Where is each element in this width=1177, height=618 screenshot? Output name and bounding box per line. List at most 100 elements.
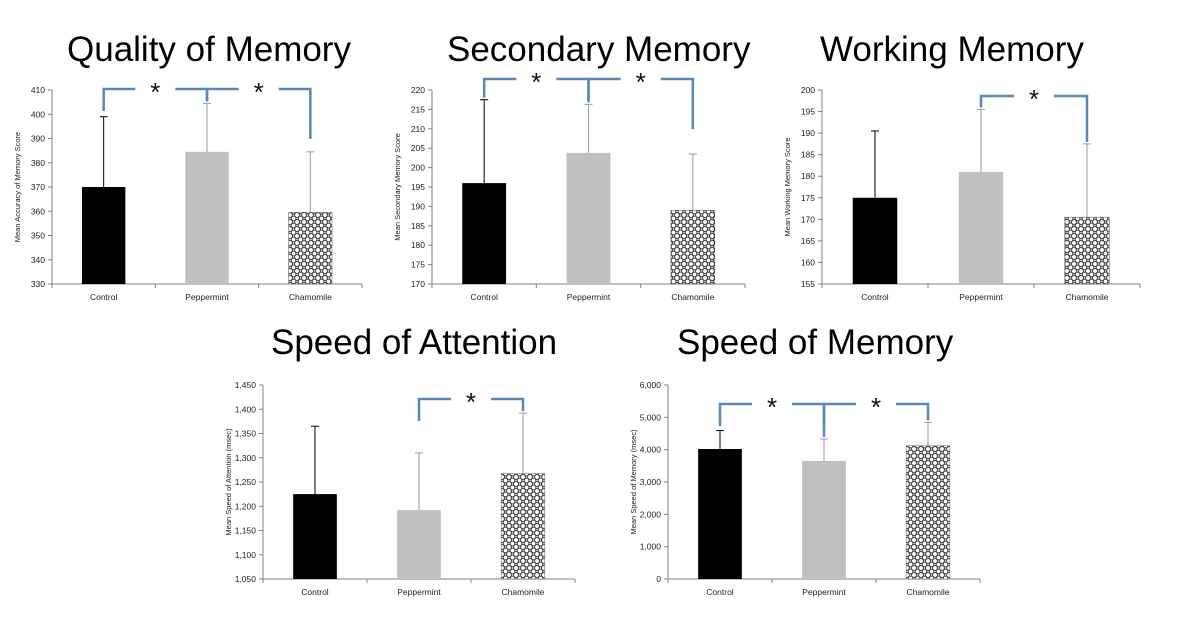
significance-bracket xyxy=(587,77,621,101)
chart-title-working: Working Memory xyxy=(820,30,1084,69)
category-label-control: Control xyxy=(470,292,498,302)
y-tick-label: 210 xyxy=(411,124,425,134)
y-tick-label: 370 xyxy=(31,182,45,192)
category-label-control: Control xyxy=(861,292,889,302)
chart-working: 155 160 165 170 175 180 185 190 195 200 Mean Worki… xyxy=(783,84,1141,302)
bar-peppermint xyxy=(802,460,846,579)
chart-quality: 330 340 350 360 370 380 390 400 410 Mean Accuracy… xyxy=(13,77,363,302)
y-tick-label: 2,000 xyxy=(640,509,662,519)
significance-bracket xyxy=(979,94,1014,108)
chart-title-speedmem: Speed of Memory xyxy=(677,323,954,362)
significance-marker: * xyxy=(871,392,881,422)
category-label-chamomile: Chamomile xyxy=(502,587,545,597)
y-tick-label: 1,050 xyxy=(235,574,257,584)
category-label-peppermint: Peppermint xyxy=(185,292,229,302)
significance-bracket xyxy=(822,402,856,426)
chart-secondary: 170 175 180 185 190 195 200 205 210 215 220 Mean Se… xyxy=(393,67,746,302)
bar-chamomile xyxy=(288,212,333,285)
y-tick-label: 200 xyxy=(411,163,425,173)
y-axis-label: Mean Working Memory Score xyxy=(783,137,792,236)
y-axis-label: Mean Speed of Memory (msec) xyxy=(629,429,638,535)
y-tick-label: 185 xyxy=(411,221,425,231)
category-label-peppermint: Peppermint xyxy=(397,587,441,597)
category-label-control: Control xyxy=(301,587,329,597)
bar-chamomile xyxy=(670,210,715,285)
significance-marker: * xyxy=(531,67,541,97)
significance-bracket xyxy=(660,77,695,129)
bar-chamomile xyxy=(1064,216,1110,285)
y-tick-label: 340 xyxy=(31,255,45,265)
y-tick-label: 165 xyxy=(801,236,815,246)
significance-marker: * xyxy=(466,387,476,417)
y-tick-label: 1,100 xyxy=(235,550,257,560)
category-label-control: Control xyxy=(706,587,734,597)
y-tick-label: 390 xyxy=(31,134,45,144)
bar-control xyxy=(698,449,742,579)
y-axis-label: Mean Secondary Memory Score xyxy=(393,133,402,241)
chart-speedmem: 0 1,000 2,000 3,000 4,000 5,000 6,000 Mean Spee… xyxy=(629,380,981,597)
bar-peppermint xyxy=(397,510,441,579)
chart-attention: 1,050 1,100 1,150 1,200 1,250 1,300 1,350 1,400… xyxy=(224,380,576,597)
y-tick-label: 1,400 xyxy=(235,404,257,414)
category-label-chamomile: Chamomile xyxy=(671,292,714,302)
significance-bracket xyxy=(491,397,525,412)
significance-bracket xyxy=(175,87,209,102)
y-tick-label: 180 xyxy=(801,171,815,181)
chart-title-attention: Speed of Attention xyxy=(271,323,558,362)
y-tick-label: 410 xyxy=(31,85,45,95)
bar-control xyxy=(852,197,898,284)
category-label-chamomile: Chamomile xyxy=(1066,292,1109,302)
y-tick-label: 175 xyxy=(801,193,815,203)
y-tick-label: 1,450 xyxy=(235,380,257,390)
y-tick-label: 380 xyxy=(31,158,45,168)
y-tick-label: 0 xyxy=(656,574,661,584)
significance-bracket xyxy=(482,77,517,98)
y-axis-label: Mean Speed of Attention (msec) xyxy=(224,428,233,536)
y-tick-label: 180 xyxy=(411,240,425,250)
bar-chamomile xyxy=(500,473,546,580)
y-tick-label: 170 xyxy=(801,214,815,224)
significance-marker: * xyxy=(1029,84,1039,114)
category-label-peppermint: Peppermint xyxy=(959,292,1003,302)
y-tick-label: 220 xyxy=(411,85,425,95)
category-label-chamomile: Chamomile xyxy=(907,587,950,597)
y-tick-label: 350 xyxy=(31,231,45,241)
y-tick-label: 400 xyxy=(31,109,45,119)
bar-peppermint xyxy=(566,152,611,284)
y-tick-label: 330 xyxy=(31,279,45,289)
significance-bracket xyxy=(1054,94,1089,142)
significance-bracket xyxy=(205,87,239,102)
significance-bracket xyxy=(102,87,136,111)
significance-marker: * xyxy=(636,67,646,97)
category-label-peppermint: Peppermint xyxy=(567,292,611,302)
bar-peppermint xyxy=(185,151,229,284)
y-tick-label: 160 xyxy=(801,257,815,267)
bar-control xyxy=(462,183,507,284)
category-label-peppermint: Peppermint xyxy=(802,587,846,597)
y-tick-label: 1,200 xyxy=(235,501,257,511)
y-tick-label: 195 xyxy=(411,182,425,192)
y-tick-label: 175 xyxy=(411,260,425,270)
y-tick-label: 5,000 xyxy=(640,412,662,422)
chart-title-quality: Quality of Memory xyxy=(67,30,351,69)
y-tick-label: 190 xyxy=(801,128,815,138)
category-label-control: Control xyxy=(90,292,118,302)
chart-title-secondary: Secondary Memory xyxy=(447,30,751,69)
y-tick-label: 1,250 xyxy=(235,477,257,487)
significance-bracket xyxy=(896,402,930,421)
significance-bracket xyxy=(417,397,451,421)
y-tick-label: 360 xyxy=(31,206,45,216)
y-tick-label: 6,000 xyxy=(640,380,662,390)
bar-chamomile xyxy=(905,445,951,580)
y-tick-label: 1,300 xyxy=(235,453,257,463)
bar-control xyxy=(293,494,337,579)
y-tick-label: 4,000 xyxy=(640,445,662,455)
significance-bracket xyxy=(718,402,752,426)
y-tick-label: 3,000 xyxy=(640,477,662,487)
y-tick-label: 1,150 xyxy=(235,526,257,536)
y-tick-label: 1,350 xyxy=(235,429,257,439)
y-tick-label: 195 xyxy=(801,107,815,117)
significance-marker: * xyxy=(150,77,160,107)
y-tick-label: 1,000 xyxy=(640,542,662,552)
significance-marker: * xyxy=(254,77,264,107)
